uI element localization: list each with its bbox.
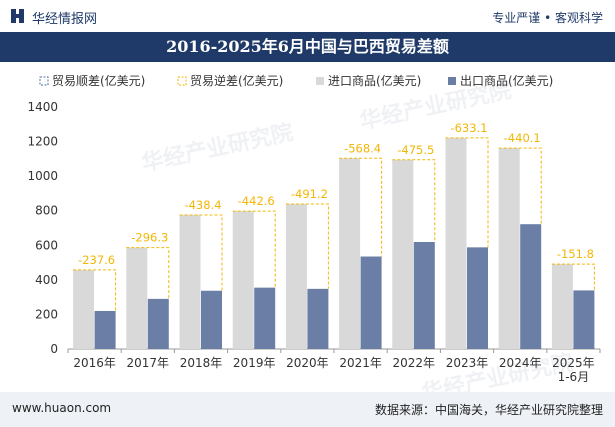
brand-name: 华经情报网 — [32, 12, 98, 27]
site-url: www.huaon.com — [12, 401, 112, 415]
legend-label-deficit: 贸易逆差(亿美元) — [190, 73, 283, 88]
deficit-data-label: -237.6 — [78, 253, 115, 267]
x-tick-label: 2018年 — [180, 356, 223, 370]
deficit-marker — [285, 203, 329, 289]
chart-title: 2016-2025年6月中国与巴西贸易差额 — [166, 37, 449, 56]
x-tick-label-line: 2023年 — [446, 356, 489, 370]
deficit-data-label: -151.8 — [557, 247, 594, 261]
import-bar — [179, 214, 201, 349]
deficit-marker — [179, 214, 223, 291]
x-tick-label: 2024年 — [499, 356, 542, 370]
x-tick-label: 2017年 — [127, 356, 170, 370]
x-tick-label-line: 1-6月 — [558, 370, 590, 384]
x-tick-label-line: 2019年 — [233, 356, 276, 370]
export-bar — [94, 310, 116, 349]
y-tick-label: 800 — [35, 204, 58, 218]
deficit-data-label: -442.6 — [238, 194, 275, 208]
x-tick-label-line: 2022年 — [393, 356, 436, 370]
x-tick-label: 2025年 1-6月 — [552, 356, 595, 384]
x-tick-label: 2021年 — [339, 356, 382, 370]
deficit-marker — [73, 269, 117, 311]
export-bar — [307, 288, 329, 349]
export-bar — [520, 224, 542, 349]
export-bar — [573, 290, 595, 349]
deficit-data-label: -491.2 — [291, 187, 328, 201]
x-tick-label-line: 2017年 — [127, 356, 170, 370]
x-tick-label: 2023年 — [446, 356, 489, 370]
tagline: 专业严谨 • 客观科学 — [492, 11, 603, 25]
import-bar — [392, 159, 414, 349]
x-tick-label-line: 2020年 — [286, 356, 329, 370]
import-bar — [73, 269, 95, 349]
x-tick-label: 2020年 — [286, 356, 329, 370]
import-bar — [232, 211, 254, 349]
deficit-marker — [551, 263, 595, 291]
deficit-data-label: -438.4 — [184, 198, 221, 212]
import-bar — [551, 264, 573, 349]
x-tick-label-line: 2021年 — [339, 356, 382, 370]
import-bar — [339, 158, 361, 349]
deficit-data-label: -440.1 — [504, 131, 541, 145]
x-tick-label: 2016年 — [73, 356, 116, 370]
import-bar — [285, 203, 307, 349]
deficit-marker — [126, 247, 170, 299]
y-tick-label: 400 — [35, 273, 58, 287]
y-tick-label: 600 — [35, 238, 58, 252]
trade-balance-chart: 贸易顺差(亿美元) 贸易逆差(亿美元) 进口商品(亿美元) 出口商品(亿美元) 0 200… — [27, 73, 601, 384]
x-tick-label-line: 2024年 — [499, 356, 542, 370]
legend-label-export: 出口商品(亿美元) — [460, 73, 553, 88]
deficit-marker — [232, 210, 276, 288]
y-tick-label: 1000 — [27, 169, 58, 183]
legend-label-import: 进口商品(亿美元) — [328, 73, 421, 88]
deficit-data-label: -633.1 — [450, 121, 487, 135]
export-bar — [467, 247, 488, 349]
legend-swatch-surplus — [39, 76, 49, 86]
x-tick-label: 2019年 — [233, 356, 276, 370]
deficit-marker — [445, 137, 489, 248]
y-tick-label: 1400 — [27, 100, 58, 114]
huajing-logo-icon — [11, 9, 24, 23]
x-tick-label-line: 2016年 — [73, 356, 116, 370]
legend-label-surplus: 贸易顺差(亿美元) — [52, 73, 145, 88]
x-tick-label-line: 2018年 — [180, 356, 223, 370]
deficit-marker — [392, 159, 436, 243]
deficit-marker — [498, 147, 542, 225]
import-bar — [445, 137, 467, 349]
top-bar: 华经情报网 专业严谨 • 客观科学 — [0, 0, 615, 32]
deficit-data-label: -475.5 — [397, 143, 434, 157]
deficit-marker — [339, 157, 383, 257]
import-bar — [126, 247, 148, 349]
title-bar: 2016-2025年6月中国与巴西贸易差额 — [0, 32, 615, 62]
import-bar — [498, 148, 520, 349]
deficit-data-label: -296.3 — [131, 231, 168, 245]
y-tick-label: 0 — [50, 342, 58, 356]
export-bar — [254, 287, 276, 349]
y-tick-label: 200 — [35, 307, 58, 321]
data-source: 数据来源：中国海关，华经产业研究院整理 — [374, 403, 603, 417]
legend-swatch-export — [448, 77, 456, 85]
footer-bar: www.huaon.com 数据来源：中国海关，华经产业研究院整理 — [0, 392, 615, 427]
y-tick-label: 1200 — [27, 135, 58, 149]
export-bar — [413, 242, 435, 349]
export-bar — [201, 290, 222, 349]
export-bar — [360, 256, 382, 349]
x-tick-label: 2022年 — [393, 356, 436, 370]
export-bar — [147, 298, 169, 349]
x-tick-label-line: 2025年 — [552, 356, 595, 370]
legend-swatch-deficit — [177, 76, 187, 86]
legend-swatch-import — [316, 77, 324, 85]
deficit-data-label: -568.4 — [344, 141, 381, 155]
